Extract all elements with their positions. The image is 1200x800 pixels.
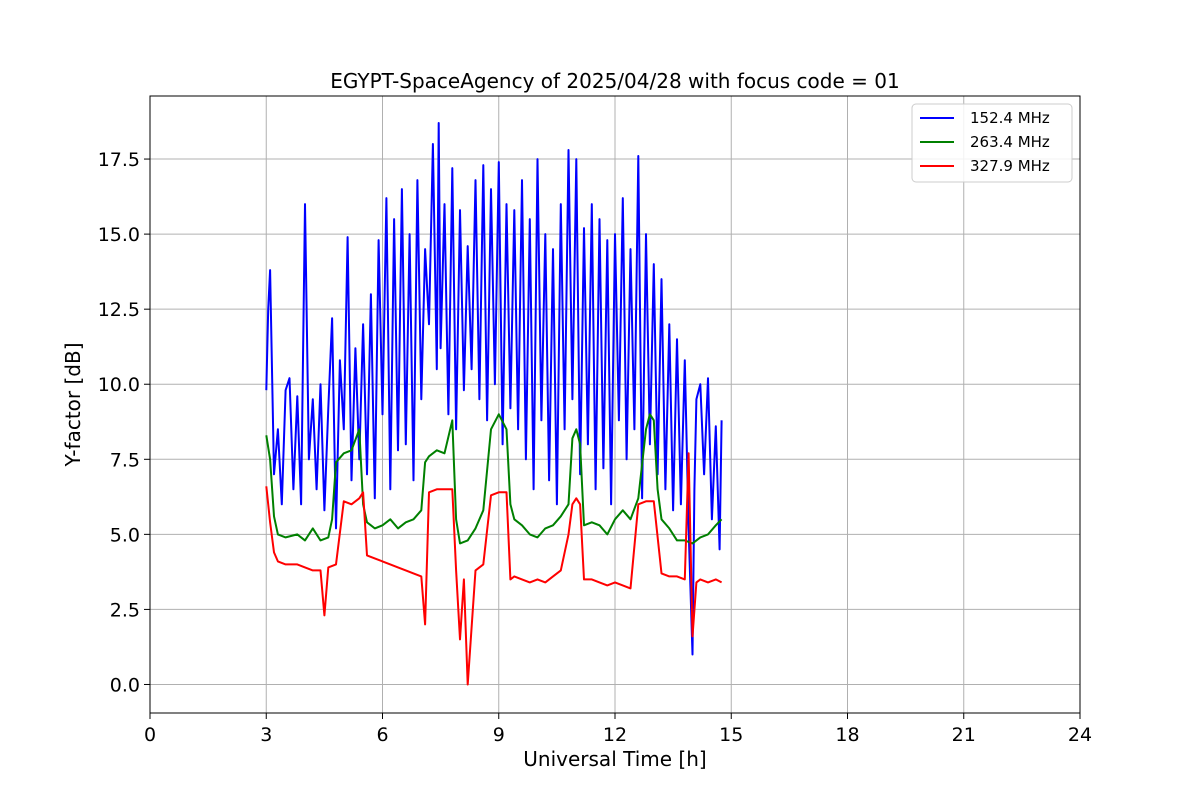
- x-tick-label: 18: [835, 724, 859, 746]
- x-tick-label: 9: [493, 724, 505, 746]
- x-tick-label: 21: [952, 724, 976, 746]
- y-tick-label: 2.5: [110, 599, 140, 621]
- legend: 152.4 MHz 263.4 MHz 327.9 MHz: [911, 103, 1073, 183]
- y-tick-label: 10.0: [98, 374, 140, 396]
- x-tick-label: 3: [260, 724, 272, 746]
- x-axis: 0 3 6 9 12 15 18 21 24: [144, 713, 1092, 746]
- x-tick-label: 24: [1068, 724, 1092, 746]
- grid: [149, 96, 1081, 713]
- series-line-0: [265, 122, 723, 656]
- y-axis: 0.0 2.5 5.0 7.5 10.0 12.5 15.0 17.5: [98, 149, 150, 696]
- y-tick-label: 12.5: [98, 299, 140, 321]
- series-line-1: [265, 413, 723, 545]
- series-group: [265, 122, 723, 686]
- y-axis-label: Y-factor [dB]: [61, 342, 85, 467]
- legend-label: 327.9 MHz: [970, 157, 1050, 175]
- x-tick-label: 12: [603, 724, 627, 746]
- x-tick-label: 6: [376, 724, 388, 746]
- legend-label: 263.4 MHz: [970, 133, 1050, 151]
- y-tick-label: 15.0: [98, 224, 140, 246]
- x-tick-label: 15: [719, 724, 743, 746]
- x-tick-label: 0: [144, 724, 156, 746]
- y-tick-label: 7.5: [110, 449, 140, 471]
- legend-box: [911, 103, 1073, 183]
- legend-label: 152.4 MHz: [970, 109, 1050, 127]
- y-tick-label: 0.0: [110, 674, 140, 696]
- y-tick-label: 5.0: [110, 524, 140, 546]
- y-tick-label: 17.5: [98, 149, 140, 171]
- series-line-2: [265, 452, 723, 686]
- x-axis-label: Universal Time [h]: [523, 747, 706, 771]
- chart-title: EGYPT-SpaceAgency of 2025/04/28 with foc…: [330, 69, 899, 93]
